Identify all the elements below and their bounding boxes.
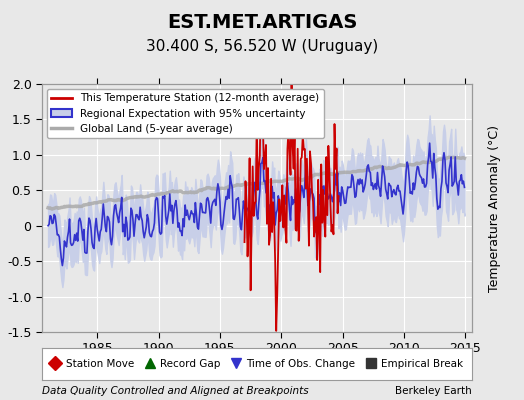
Text: Berkeley Earth: Berkeley Earth [395,386,472,396]
Text: 30.400 S, 56.520 W (Uruguay): 30.400 S, 56.520 W (Uruguay) [146,39,378,54]
Y-axis label: Temperature Anomaly (°C): Temperature Anomaly (°C) [488,124,501,292]
Legend: Station Move, Record Gap, Time of Obs. Change, Empirical Break: Station Move, Record Gap, Time of Obs. C… [46,355,468,373]
Text: EST.MET.ARTIGAS: EST.MET.ARTIGAS [167,13,357,32]
Text: Data Quality Controlled and Aligned at Breakpoints: Data Quality Controlled and Aligned at B… [42,386,309,396]
Legend: This Temperature Station (12-month average), Regional Expectation with 95% uncer: This Temperature Station (12-month avera… [47,89,324,138]
